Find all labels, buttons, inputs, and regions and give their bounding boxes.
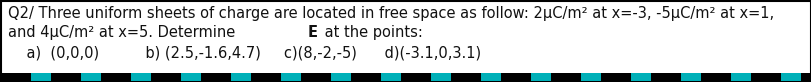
Bar: [650, 73, 680, 81]
Bar: [350, 73, 380, 81]
Bar: [1, 73, 810, 81]
Bar: [51, 73, 81, 81]
Bar: [750, 73, 780, 81]
Text: E: E: [307, 25, 317, 40]
Bar: [500, 73, 530, 81]
Bar: [201, 73, 230, 81]
Bar: [151, 73, 181, 81]
Bar: [600, 73, 630, 81]
Bar: [1, 73, 31, 81]
Bar: [700, 73, 730, 81]
Text: and 4μC/m² at x=5. Determine: and 4μC/m² at x=5. Determine: [8, 25, 239, 40]
Bar: [800, 73, 810, 81]
Bar: [101, 73, 131, 81]
Text: at the points:: at the points:: [320, 25, 423, 40]
Bar: [251, 73, 281, 81]
Text: a)  (0,0,0)          b) (2.5,-1.6,4.7)     c)(8,-2,-5)      d)(-3.1,0,3.1): a) (0,0,0) b) (2.5,-1.6,4.7) c)(8,-2,-5)…: [8, 45, 481, 60]
Bar: [401, 73, 431, 81]
Text: Q2/ Three uniform sheets of charge are located in free space as follow: 2μC/m² a: Q2/ Three uniform sheets of charge are l…: [8, 6, 773, 21]
Bar: [551, 73, 581, 81]
Bar: [301, 73, 331, 81]
Bar: [450, 73, 480, 81]
